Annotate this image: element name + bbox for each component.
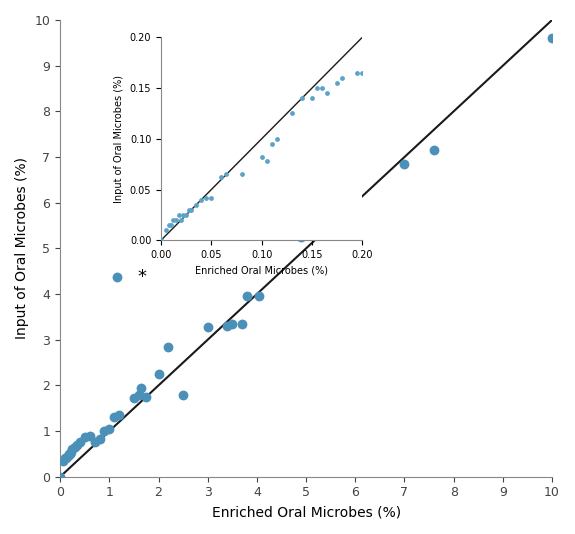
- Point: [237, 319, 247, 328]
- Text: *: *: [138, 268, 147, 286]
- Point: [134, 391, 143, 399]
- Point: [223, 321, 232, 330]
- Point: [547, 34, 557, 43]
- Point: [306, 230, 316, 239]
- Point: [112, 272, 121, 281]
- Point: [312, 84, 321, 92]
- Point: [156, 236, 166, 245]
- Point: [317, 84, 327, 92]
- Point: [237, 170, 246, 178]
- Point: [178, 390, 187, 399]
- Point: [267, 139, 277, 148]
- Point: [58, 457, 67, 465]
- Y-axis label: Input of Oral Microbes (%): Input of Oral Microbes (%): [114, 75, 124, 203]
- Point: [80, 432, 89, 441]
- Point: [68, 445, 77, 453]
- Point: [75, 438, 85, 447]
- Point: [307, 94, 316, 103]
- Point: [202, 193, 211, 202]
- Point: [272, 135, 281, 143]
- Point: [358, 68, 367, 77]
- Point: [70, 443, 79, 451]
- Point: [255, 292, 264, 301]
- Point: [191, 200, 201, 209]
- Point: [257, 153, 266, 161]
- Point: [90, 438, 99, 447]
- Point: [164, 221, 174, 229]
- Point: [62, 454, 71, 463]
- Point: [95, 435, 104, 444]
- X-axis label: Enriched Oral Microbes (%): Enriched Oral Microbes (%): [195, 265, 328, 276]
- Point: [288, 109, 297, 117]
- Point: [297, 94, 306, 103]
- Point: [60, 454, 70, 463]
- Point: [167, 221, 176, 229]
- Point: [217, 173, 226, 182]
- Point: [110, 413, 119, 422]
- Point: [338, 74, 347, 82]
- Point: [85, 431, 94, 440]
- Point: [114, 411, 124, 419]
- Point: [154, 370, 163, 378]
- Point: [182, 210, 191, 219]
- X-axis label: Enriched Oral Microbes (%): Enriched Oral Microbes (%): [212, 505, 401, 519]
- Point: [243, 292, 252, 301]
- Point: [207, 193, 216, 202]
- Point: [56, 473, 65, 481]
- Point: [66, 447, 75, 456]
- Point: [168, 216, 178, 224]
- Point: [352, 68, 362, 77]
- Point: [187, 206, 196, 214]
- Point: [185, 206, 194, 214]
- Point: [100, 427, 109, 435]
- Point: [222, 170, 231, 178]
- Point: [171, 216, 181, 224]
- Point: [164, 342, 173, 351]
- Point: [203, 323, 212, 331]
- Point: [430, 146, 439, 154]
- Point: [105, 425, 114, 433]
- Point: [141, 392, 151, 401]
- Point: [162, 226, 171, 234]
- Point: [179, 210, 188, 219]
- Point: [175, 210, 184, 219]
- Point: [177, 216, 186, 224]
- Point: [297, 233, 306, 241]
- Point: [323, 89, 332, 97]
- Point: [197, 195, 206, 204]
- Point: [64, 450, 74, 458]
- Point: [129, 394, 139, 403]
- Point: [66, 450, 75, 458]
- Point: [332, 78, 342, 87]
- Y-axis label: Input of Oral Microbes (%): Input of Oral Microbes (%): [15, 158, 29, 340]
- Point: [137, 383, 146, 392]
- Point: [63, 452, 72, 460]
- Point: [228, 319, 237, 328]
- Point: [262, 157, 271, 166]
- Point: [73, 441, 82, 449]
- Point: [400, 160, 409, 168]
